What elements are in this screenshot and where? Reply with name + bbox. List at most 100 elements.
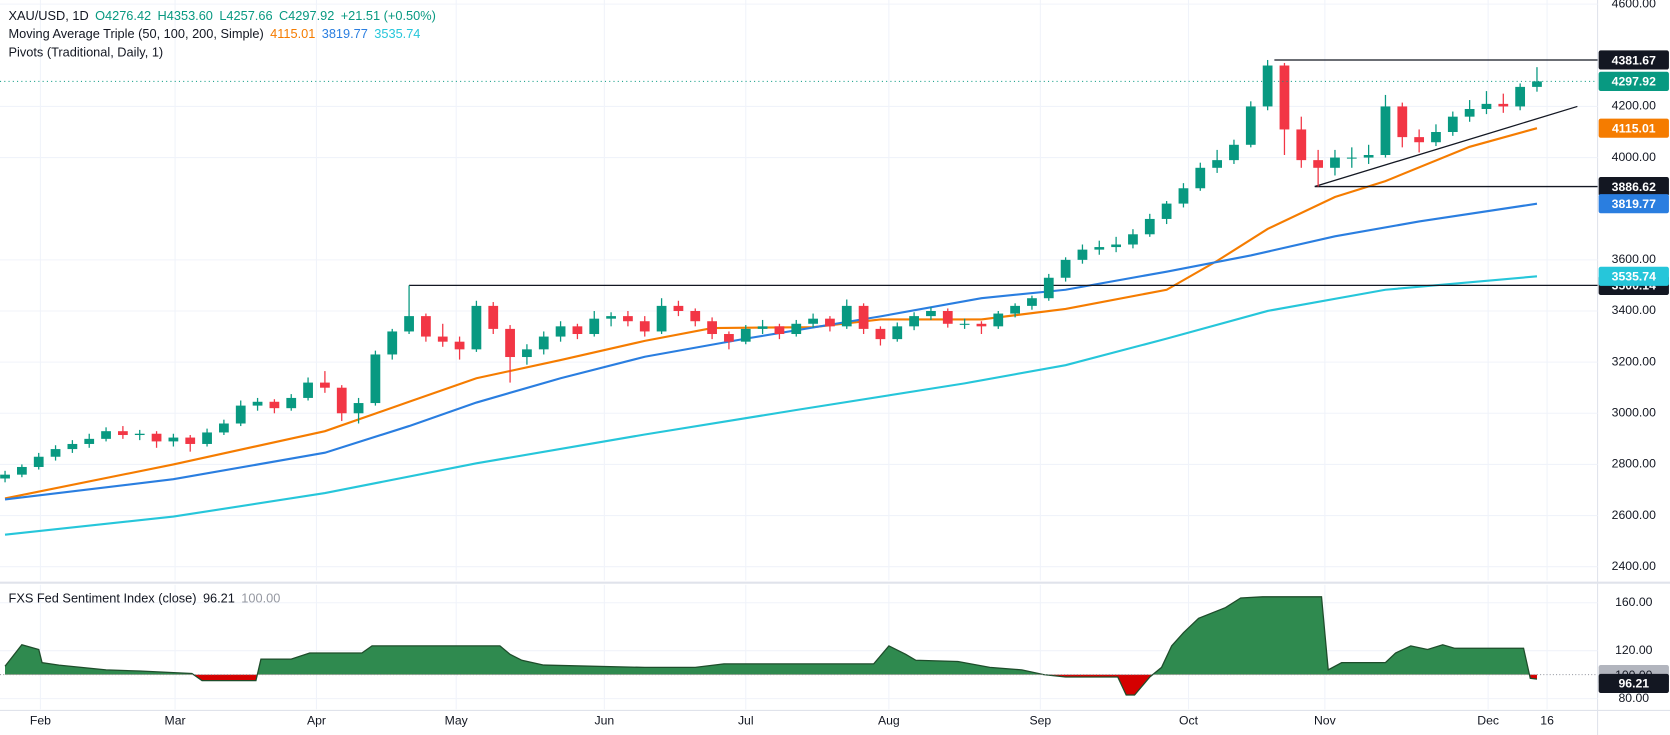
candle-body [118,431,128,436]
candle-body [1212,160,1223,168]
candle-body [1195,167,1206,189]
moving-average-tag-bg [1598,266,1669,286]
candle-body [1464,108,1475,117]
sentiment-area-up [5,596,1537,675]
moving-average-line [4,127,1538,500]
candle-body [252,401,263,406]
candle-body [673,305,684,311]
last-price-tag: 4297.92 [1612,75,1656,89]
candle-body [858,305,869,329]
candle-body [1431,132,1441,143]
candle-body [505,328,515,358]
candle-body [17,466,27,475]
sentiment-tag: 96.21 [1618,677,1649,691]
candle-body [555,326,566,337]
candle-body [572,326,583,335]
candle-body [185,437,196,444]
candle-body [336,387,347,414]
x-tick-label: Feb [30,713,51,727]
candle-body [1027,298,1037,306]
candle-body [1262,65,1273,107]
legend-pivots: Pivots (Traditional, Daily, 1) [9,45,164,60]
candle-body [1532,81,1542,87]
candle-body [1060,259,1071,278]
indicator-value: 4115.01 [270,27,315,42]
x-tick-label: Aug [878,713,900,727]
y-tick-label: 2600.00 [1612,508,1656,522]
indicator-value: 3535.74 [374,27,420,42]
candle-body [522,349,532,358]
legend-symbol-line: XAU/USD, 1D O4276.42 H4353.60 L4257.66 C4297… [9,8,436,23]
candle-body [909,316,919,327]
sentiment-value: 96.21 [203,591,235,606]
candle-body [370,354,381,404]
candle-body [1111,244,1121,248]
candle-body [707,321,717,335]
candle-body [219,423,229,433]
candle-body [1498,103,1509,107]
candle-body [656,305,667,332]
y-tick-label: 2800.00 [1612,457,1656,471]
candle-body [589,318,600,335]
sentiment-tag-bg [1598,673,1669,694]
candle-body [1144,218,1155,235]
candle-body [0,474,10,479]
candle-body [690,310,701,322]
y-tick-label: 4600.00 [1612,0,1656,10]
candle-body [454,341,465,350]
candle-body [67,443,78,450]
candle-body [1229,144,1239,161]
candle-body [724,334,734,342]
level-tag: 3886.62 [1612,180,1656,194]
moving-average-tag: 4115.01 [1612,121,1656,135]
candle-body [606,316,616,319]
candle-body [1380,106,1391,156]
candle-body [353,403,364,414]
candle-body [757,326,768,329]
candle-body [1279,65,1290,130]
candle-body [84,438,95,444]
candle-body [101,431,111,439]
candle-body [1447,116,1458,133]
y-tick-label: 4200.00 [1612,99,1656,113]
candle-body [404,316,414,332]
candle-body [1010,305,1020,314]
candle-body [387,331,398,355]
candle-body [1363,155,1374,158]
sentiment-line [4,596,1538,696]
candle-body [808,318,818,324]
candle-body [320,382,330,388]
candle-body [774,326,785,335]
candle-body [791,323,802,335]
candle-body [1346,157,1357,159]
candle-body [421,316,431,337]
candle-body [639,321,650,332]
ohlc-value: H4353.60 [158,8,213,23]
x-tick-label: May [445,713,469,727]
candle-body [50,449,61,457]
trendline [1314,105,1578,188]
legend-indicator-line: Moving Average Triple (50, 100, 200, Sim… [9,27,421,42]
symbol: XAU/USD, 1D [9,8,89,23]
candle-body [538,336,549,350]
candle-body [471,305,482,350]
x-tick-label: Jun [594,713,614,727]
candle-body [892,326,903,340]
x-tick-label: Sep [1029,713,1051,727]
candle-body [1043,277,1054,299]
candle-body [1481,103,1492,109]
y-tick-label: 3000.00 [1612,406,1656,420]
ohlc-value: C4297.92 [279,8,334,23]
y-tick-label: 80.00 [1618,691,1649,705]
moving-average-tag-bg [1598,194,1669,214]
candle-body [1397,106,1408,138]
moving-average-line [4,275,1538,536]
candle-body [303,382,313,398]
candle-body [926,310,936,317]
ohlc-value: O4276.42 [95,8,151,23]
candle-body [1077,249,1088,260]
moving-average-tag: 3535.74 [1612,270,1656,284]
candle-body [235,405,246,424]
